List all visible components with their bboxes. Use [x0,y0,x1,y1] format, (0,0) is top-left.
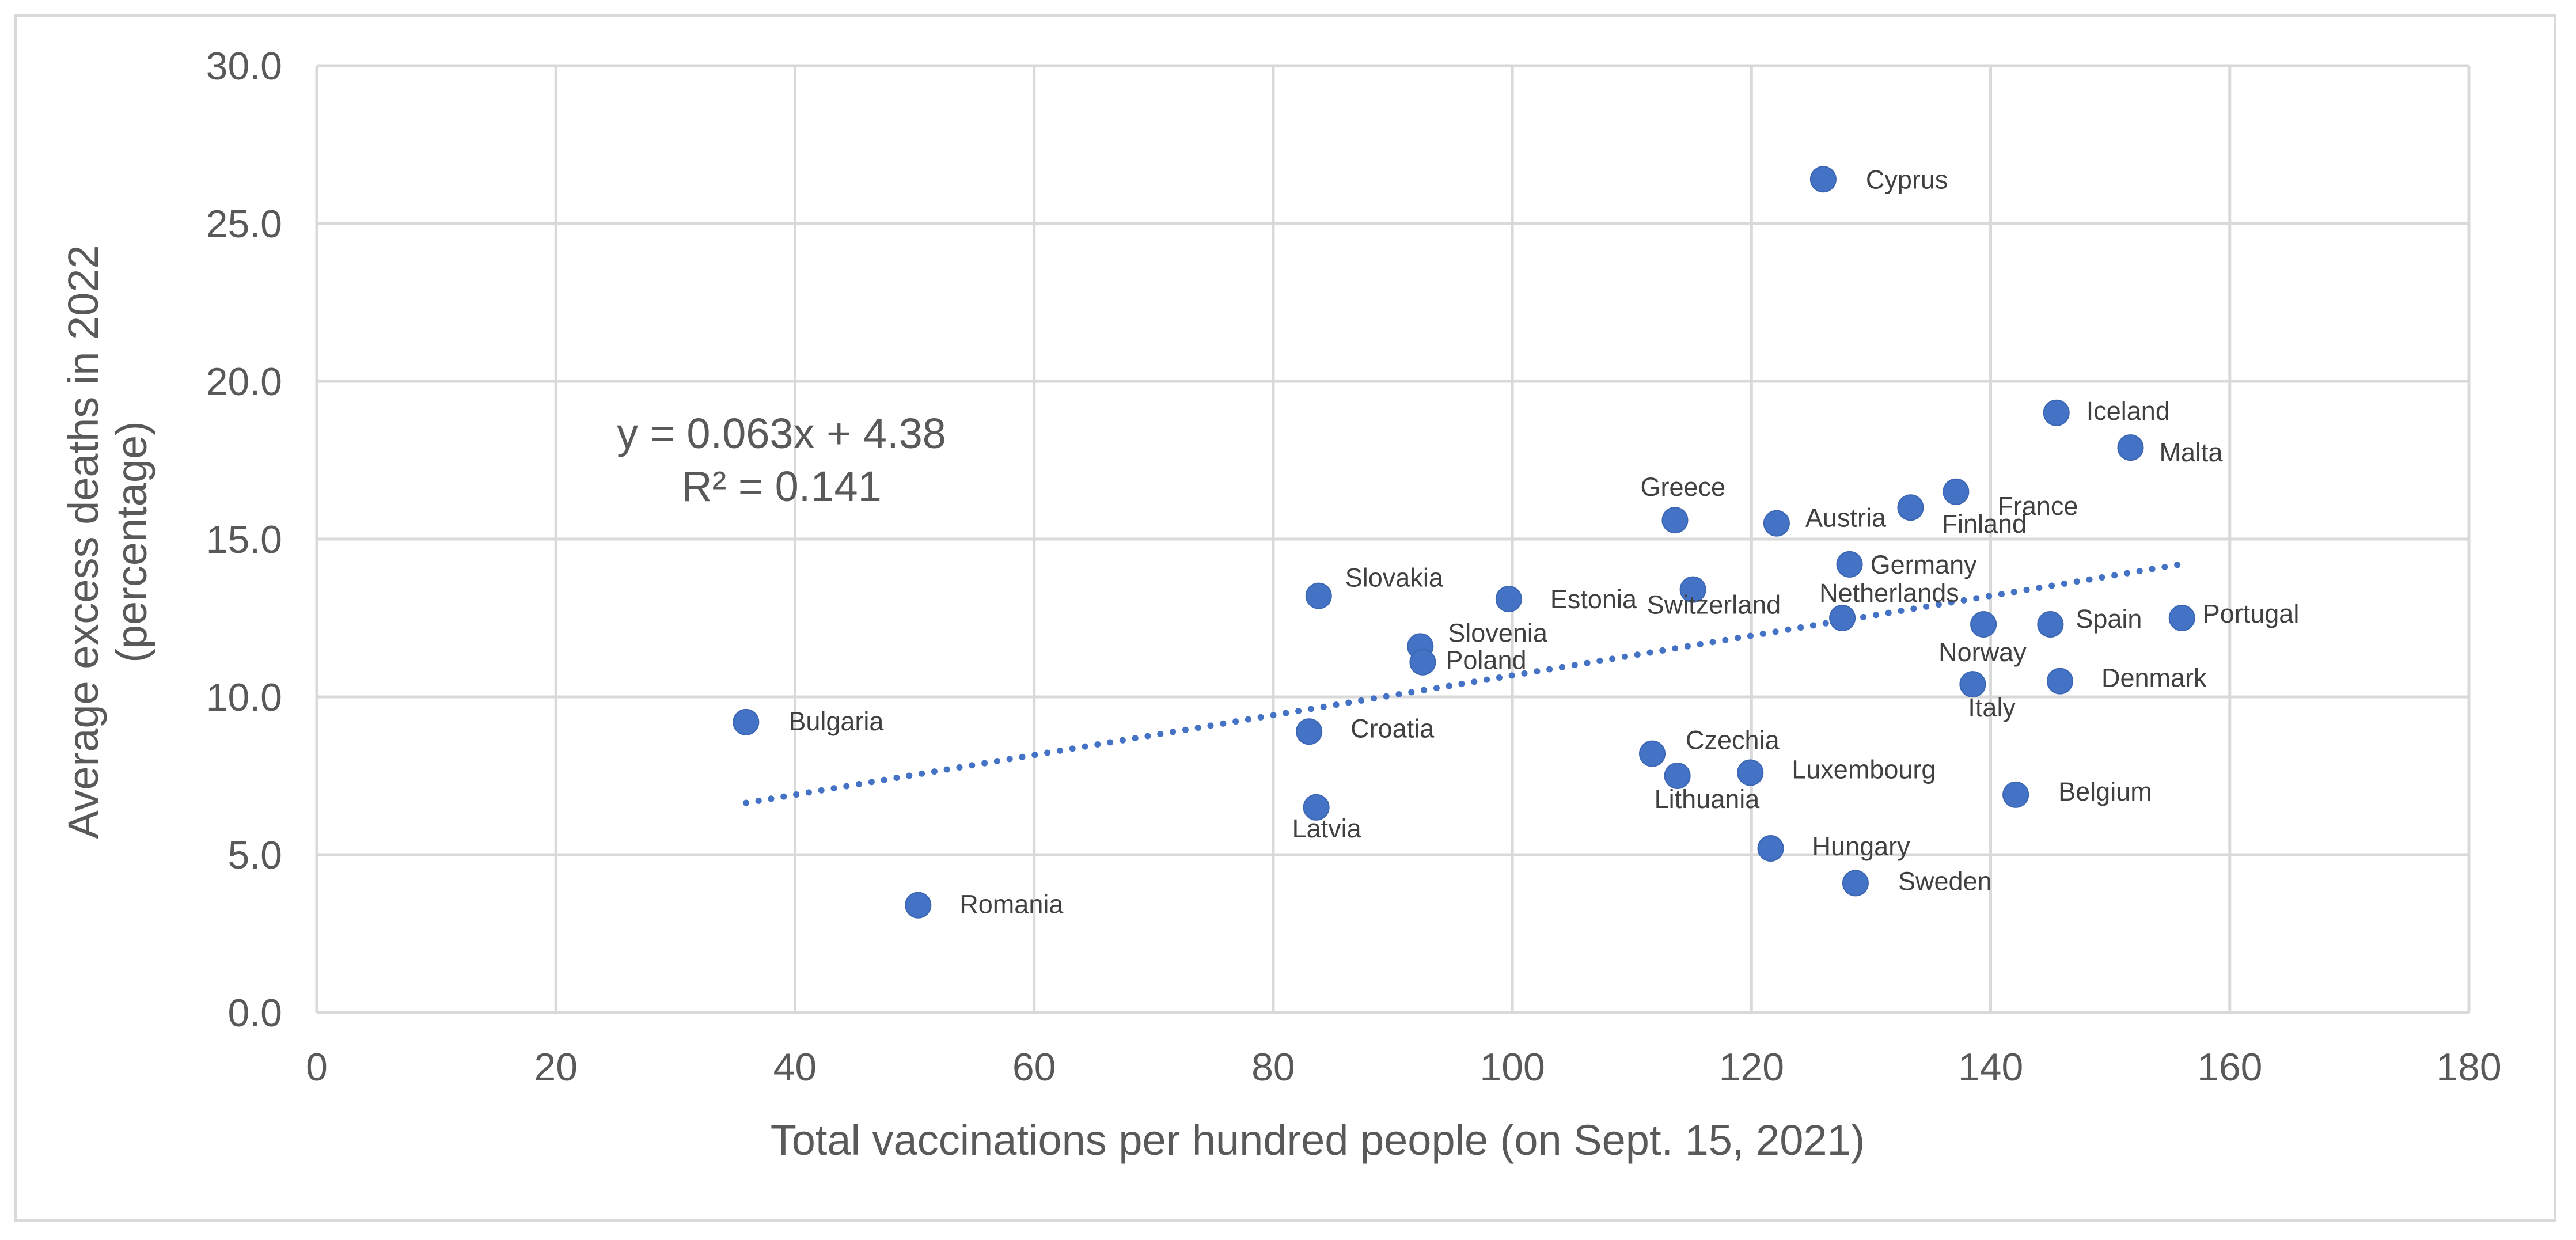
point-romania [905,892,932,919]
trendline-layer [742,560,2186,806]
point-label-luxembourg: Luxembourg [1792,755,1936,784]
point-label-hungary: Hungary [1812,832,1911,861]
point-lithuania [1664,763,1691,789]
point-estonia [1495,586,1522,613]
point-label-portugal: Portugal [2203,599,2300,628]
point-label-poland: Poland [1446,646,1526,675]
point-label-denmark: Denmark [2101,663,2207,693]
y-axis-title-line-1: Average excess deaths in 2022 [59,245,107,839]
point-switzerland [1679,576,1706,603]
x-tick-label: 60 [1012,1045,1056,1089]
point-bulgaria [733,708,760,735]
point-label-france: France [1997,491,2078,521]
point-label-slovakia: Slovakia [1345,563,1444,593]
y-tick-label: 5.0 [227,833,282,877]
point-spain [2037,610,2064,638]
point-germany [1836,551,1863,578]
x-tick-label: 120 [1719,1045,1784,1089]
chart-frame [14,14,2556,1222]
point-label-germany: Germany [1871,550,1978,579]
y-axis-title: Average excess deaths in 2022 (percentag… [59,245,155,839]
point-label-cyprus: Cyprus [1866,165,1948,194]
point-portugal [2168,605,2195,631]
point-czechia [1639,740,1666,767]
point-label-latvia: Latvia [1292,814,1362,843]
point-label-estonia: Estonia [1550,585,1637,614]
point-austria [1763,510,1790,537]
y-tick-label: 0.0 [227,991,282,1035]
point-label-croatia: Croatia [1350,714,1435,743]
tick-labels-layer: 0 20 40 60 80 100 120 140 160 180 0.0 5.0 10.0 15.0 20… [206,44,2502,1089]
point-label-romania: Romania [959,890,1064,919]
point-malta [2117,434,2144,461]
x-tick-label: 20 [534,1045,578,1089]
point-label-sweden: Sweden [1898,866,1992,896]
point-label-iceland: Iceland [2086,396,2170,426]
x-tick-label: 160 [2197,1045,2262,1089]
point-sweden [1842,870,1869,897]
x-tick-label: 140 [1958,1045,2023,1089]
point-croatia [1296,718,1323,745]
point-label-belgium: Belgium [2058,777,2152,806]
point-norway [1970,610,1997,638]
point-finland [1897,494,1924,521]
x-tick-label: 100 [1479,1045,1545,1089]
point-label-switzerland: Switzerland [1647,590,1781,620]
point-cyprus [1809,166,1837,193]
y-tick-label: 20.0 [206,360,282,404]
point-slovakia [1305,582,1332,609]
trendline-r-squared: R² = 0.141 [681,462,882,510]
x-axis-title: Total vaccinations per hundred people (o… [771,1116,1865,1164]
point-label-lithuania: Lithuania [1655,784,1761,814]
point-italy [1959,671,1986,698]
point-label-italy: Italy [1968,693,2016,722]
point-denmark [2046,668,2073,695]
point-greece [1661,507,1689,534]
point-label-finland: Finland [1941,509,2027,539]
y-tick-label: 25.0 [206,202,282,246]
x-tick-label: 0 [306,1045,328,1089]
points-layer [733,166,2195,919]
point-label-netherlands: Netherlands [1819,578,1959,608]
y-tick-label: 15.0 [206,518,282,562]
point-luxembourg [1737,759,1764,786]
point-label-austria: Austria [1805,503,1887,533]
x-tick-label: 180 [2436,1045,2501,1089]
point-iceland [2043,399,2070,426]
y-axis-title-line-2: (percentage) [108,421,155,663]
gridlines [315,64,2471,1014]
point-label-greece: Greece [1640,472,1725,502]
trendline [742,560,2186,806]
point-label-norway: Norway [1938,638,2027,667]
point-poland [1409,649,1436,676]
point-belgium [2002,781,2029,808]
point-latvia [1303,794,1330,821]
x-tick-label: 40 [773,1045,817,1089]
point-label-spain: Spain [2076,604,2142,634]
x-tick-label: 80 [1251,1045,1295,1089]
point-label-czechia: Czechia [1686,726,1780,755]
point-label-malta: Malta [2159,438,2223,467]
trendline-equation: y = 0.063x + 4.38 [617,409,946,457]
point-label-slovenia: Slovenia [1448,618,1548,647]
y-tick-label: 30.0 [206,44,282,88]
point-label-bulgaria: Bulgaria [788,707,884,736]
y-tick-label: 10.0 [206,676,282,719]
point-netherlands [1829,605,1856,631]
point-hungary [1757,835,1784,862]
point-france [1943,478,1970,505]
